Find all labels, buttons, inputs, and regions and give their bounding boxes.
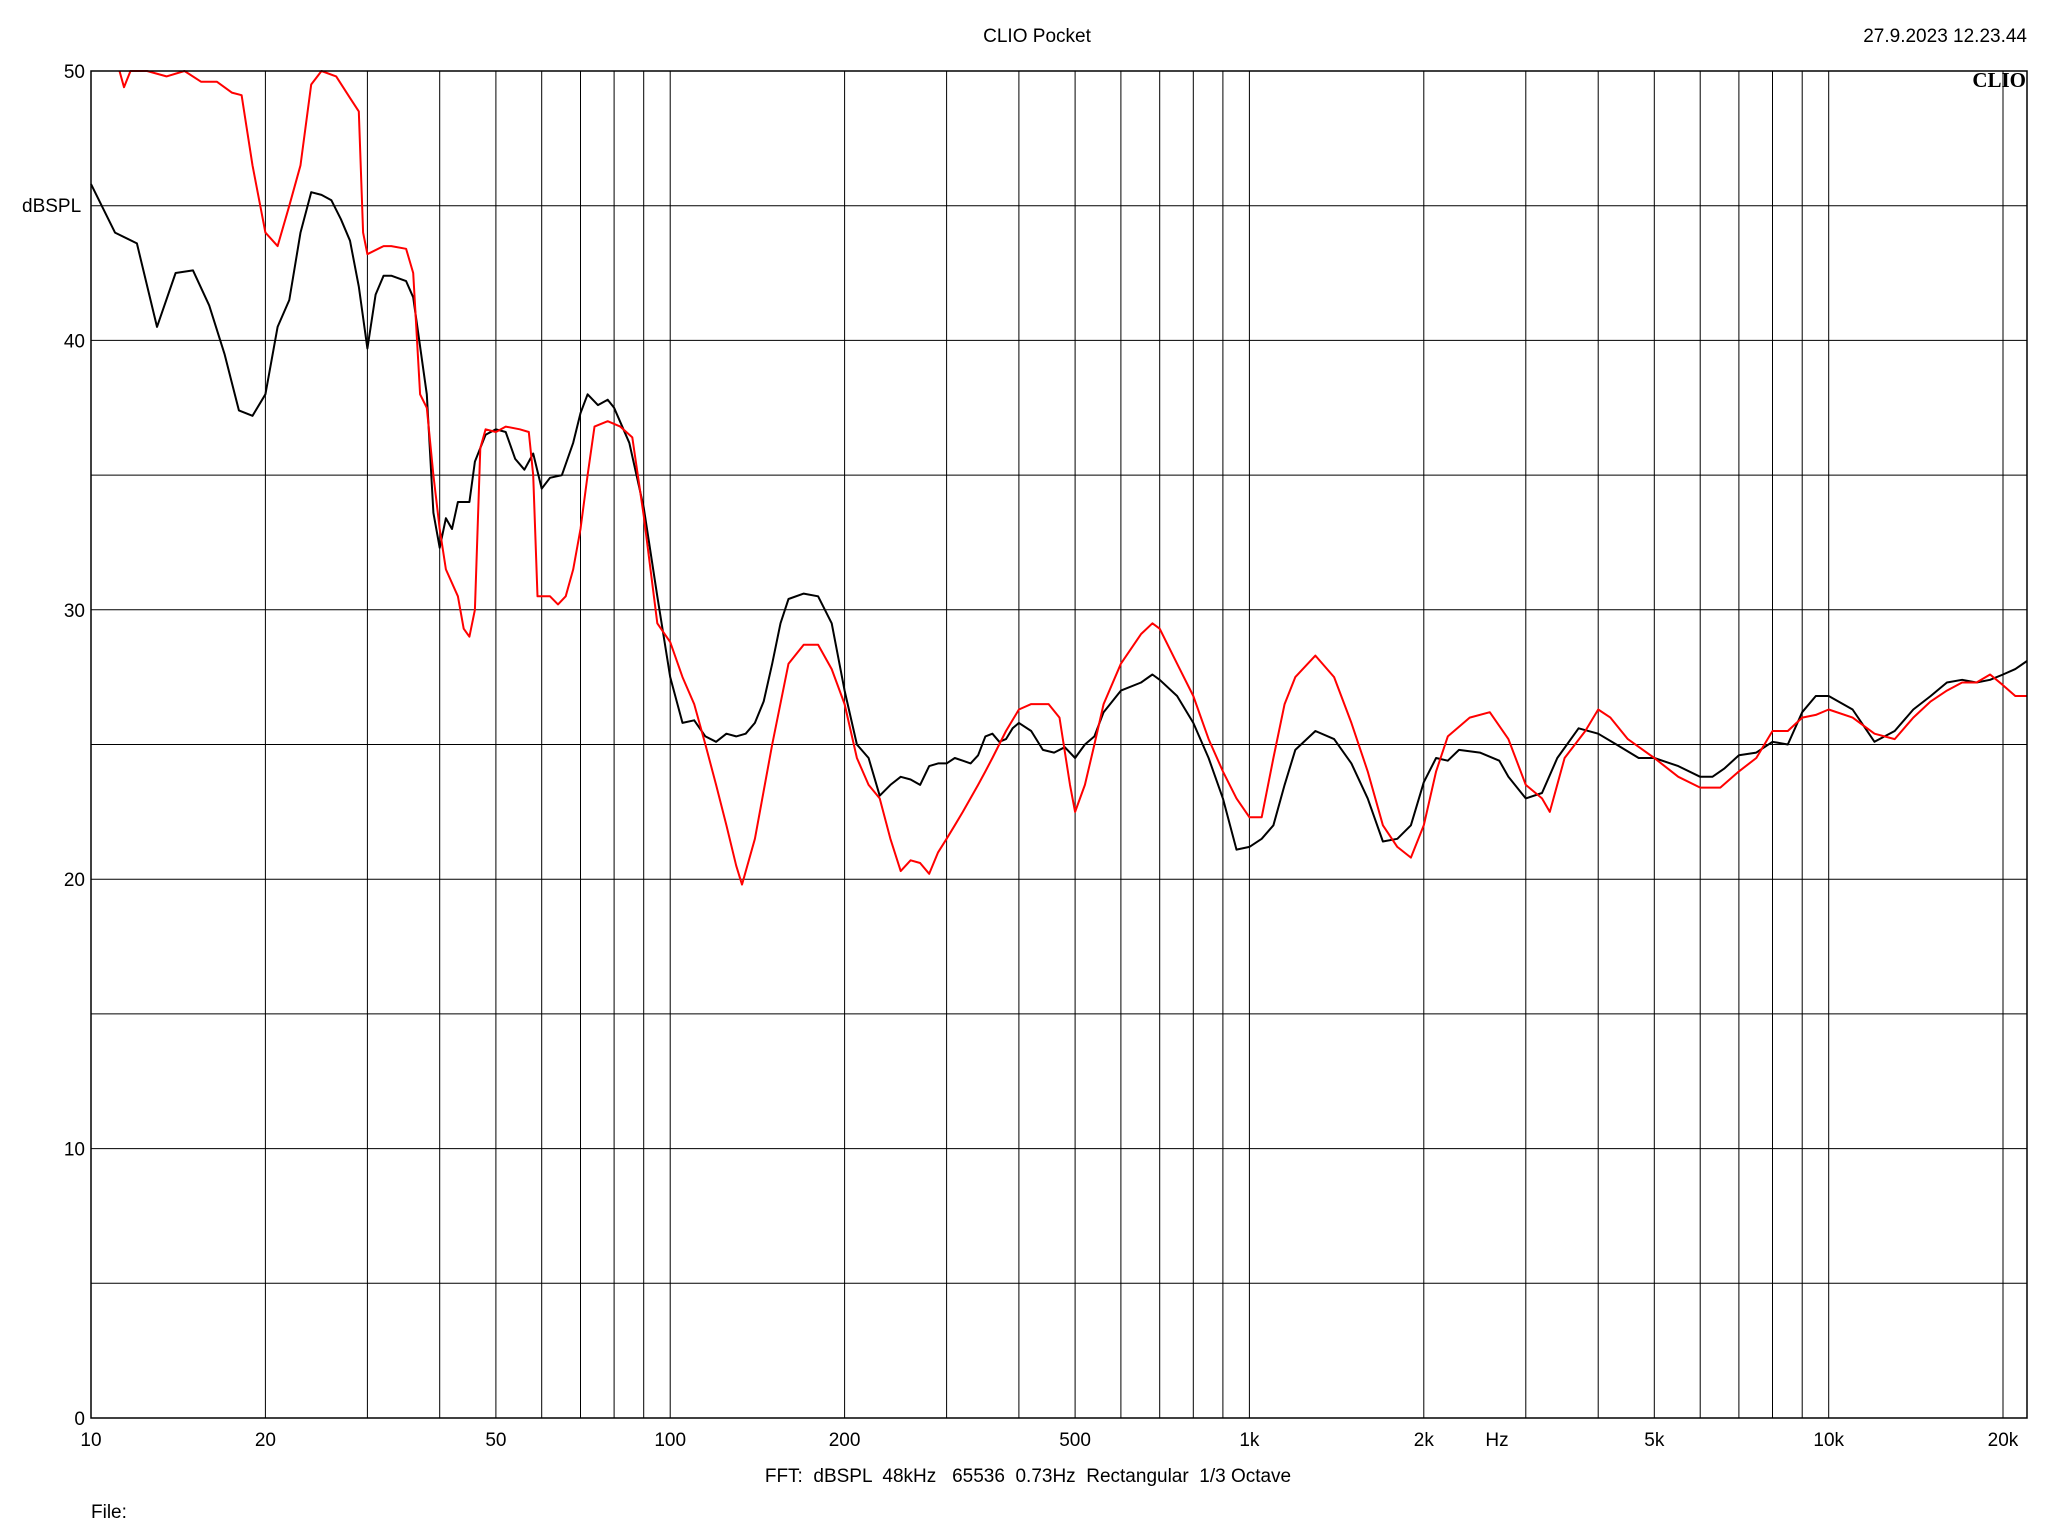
chart-title: CLIO Pocket	[983, 26, 1091, 47]
plot-frame	[90, 70, 2028, 1419]
measurement-settings: FFT: dBSPL 48kHz 65536 0.73Hz Rectangula…	[765, 1466, 1291, 1487]
x-tick-label: 500	[1059, 1430, 1091, 1451]
timestamp: 27.9.2023 12.23.44	[1863, 26, 2027, 47]
x-tick-label: 1k	[1239, 1430, 1260, 1451]
x-tick-label: 50	[485, 1430, 506, 1451]
y-tick-label: 20	[64, 870, 85, 891]
grid-lines	[91, 71, 2027, 1418]
x-tick-label: 200	[829, 1430, 861, 1451]
y-tick-label: 40	[64, 331, 85, 352]
series-line-2	[118, 70, 2027, 886]
x-tick-label: 20	[255, 1430, 276, 1451]
x-tick-label: 20k	[1988, 1430, 2019, 1451]
series-line-1	[90, 183, 2028, 851]
y-tick-label: 50	[64, 62, 85, 83]
file-label: File:	[91, 1502, 127, 1523]
x-tick-label: 100	[654, 1430, 686, 1451]
x-tick-label: 10	[80, 1430, 101, 1451]
y-tick-label: 30	[64, 601, 85, 622]
x-tick-label: 5k	[1644, 1430, 1665, 1451]
x-tick-label: 2k	[1414, 1430, 1435, 1451]
series-layer	[90, 70, 2028, 886]
clio-logo: CLIO	[1972, 68, 2026, 92]
y-axis-label: dBSPL	[22, 196, 81, 217]
y-tick-label: 0	[74, 1409, 85, 1430]
x-tick-label: 10k	[1813, 1430, 1844, 1451]
y-tick-label: 10	[64, 1140, 85, 1161]
x-axis-label: Hz	[1485, 1430, 1508, 1451]
